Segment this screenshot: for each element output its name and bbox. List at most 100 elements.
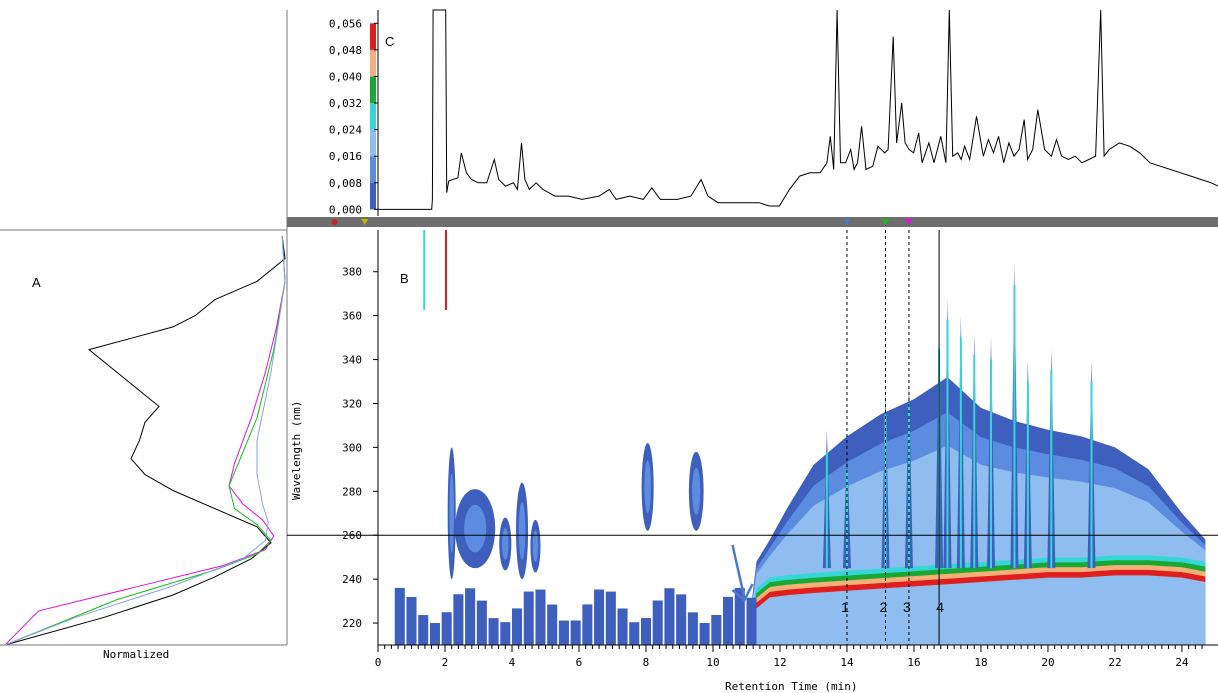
contour-spike-core [973, 355, 976, 569]
arrow-head [731, 583, 754, 602]
spectrum-curve [4, 235, 286, 646]
b-x-tick-label: 6 [576, 656, 583, 669]
colorbar-band [370, 23, 376, 50]
contour-blob-core [449, 473, 454, 553]
peak-label: 1 [841, 599, 849, 615]
c-y-tick-label: 0,048 [329, 44, 362, 57]
peak-label: 3 [903, 599, 911, 615]
marker-bar-body [287, 217, 1218, 227]
b-x-tick-label: 12 [773, 656, 786, 669]
noise-column [594, 589, 605, 645]
start-dot [331, 219, 338, 225]
contour-spike-core [959, 337, 962, 569]
b-x-tick-label: 24 [1175, 656, 1189, 669]
chromatogram-panel-c: 0,000 0,008 0,016 0,024 0,032 0,040 0,048 0,056… [329, 9, 1218, 216]
noise-column [640, 618, 652, 645]
contour-blob-core [644, 460, 651, 514]
marker-triangle [881, 219, 890, 225]
panel-letter-b: B [400, 271, 409, 286]
colorbar-band [370, 49, 376, 77]
contour-spike-core [1026, 381, 1029, 569]
contour-spike-core [825, 451, 828, 569]
b-x-tick-label: 14 [840, 656, 854, 669]
b-y-tick-label: 340 [342, 354, 362, 367]
c-y-tick-label: 0,024 [329, 124, 362, 137]
spectrum-curves [4, 235, 286, 646]
spectrum-curve [4, 235, 286, 646]
b-y-tick-label: 260 [342, 529, 362, 542]
colorbar-band [370, 182, 376, 210]
colorbar-band [370, 129, 376, 157]
y-axis-label: Wavelength (nm) [290, 401, 303, 500]
noise-column [734, 587, 745, 645]
c-y-tick-label: 0,016 [329, 150, 362, 163]
contour-spike-core [1090, 381, 1093, 569]
contour-blob-core [501, 528, 509, 560]
contour-blob-core [692, 467, 701, 516]
contour-blob-core [464, 504, 487, 553]
contour-band [747, 569, 1206, 645]
x-axis-label: Retention Time (min) [725, 680, 857, 693]
panel-letter-a: A [32, 275, 41, 290]
contour-spike-core [946, 320, 949, 569]
panel-frame [0, 10, 288, 646]
chromatogram-trace [378, 9, 1218, 210]
contour-blob-core [518, 501, 526, 560]
marker-lines [287, 230, 1218, 645]
contour-spike-core [1050, 370, 1053, 569]
noise-column [547, 604, 558, 645]
colorbar-legend [370, 23, 376, 210]
contour-spike-core [884, 414, 887, 569]
b-x-tick-label: 8 [643, 656, 650, 669]
b-y-tick-label: 380 [342, 266, 362, 279]
start-marker [361, 219, 369, 225]
spectrum-panel-a: A Normalized [4, 235, 286, 661]
noise-column [441, 612, 452, 645]
b-x-tick-label: 4 [509, 656, 516, 669]
noise-column [629, 622, 640, 645]
noise-column [465, 588, 476, 645]
noise-column [500, 622, 511, 645]
noise-column [453, 594, 464, 645]
noise-column [664, 588, 675, 645]
contour-blob-core [532, 530, 539, 562]
b-x-tick-label: 2 [442, 656, 449, 669]
noise-column [711, 614, 722, 645]
artefact-line [423, 230, 426, 310]
noise-column [523, 591, 534, 645]
b-x-tick-label: 16 [907, 656, 920, 669]
b-y-tick-label: 220 [342, 617, 362, 630]
b-x-tick-label: 20 [1041, 656, 1054, 669]
marker-triangle [842, 219, 851, 225]
marker-bar[interactable] [287, 217, 1218, 227]
peak-label: 2 [880, 599, 888, 615]
b-y-tick-label: 320 [342, 397, 362, 410]
noise-column [511, 608, 523, 645]
noise-column [429, 622, 440, 645]
noise-column [558, 620, 569, 645]
panel-letter-c: C [385, 34, 394, 49]
c-y-tick-label: 0,040 [329, 70, 362, 83]
contour-spike-core [907, 403, 910, 569]
colorbar-band [370, 156, 376, 183]
noise-column [476, 600, 487, 645]
noise-column [652, 600, 663, 645]
noise-column [746, 597, 757, 645]
c-y-tick-label: 0,032 [329, 97, 362, 110]
b-x-tick-label: 18 [974, 656, 987, 669]
noise-column [488, 618, 499, 645]
marker-triangle [904, 219, 913, 225]
noise-column [687, 612, 698, 645]
b-y-tick-label: 240 [342, 573, 362, 586]
b-y-tick-label: 280 [342, 485, 362, 498]
b-x-tick-label: 10 [706, 656, 719, 669]
colorbar-band [370, 103, 376, 130]
spectrum-x-label: Normalized [103, 648, 169, 661]
noise-column [605, 591, 616, 645]
contour-spike-core [1013, 284, 1016, 569]
noise-column [617, 608, 628, 645]
